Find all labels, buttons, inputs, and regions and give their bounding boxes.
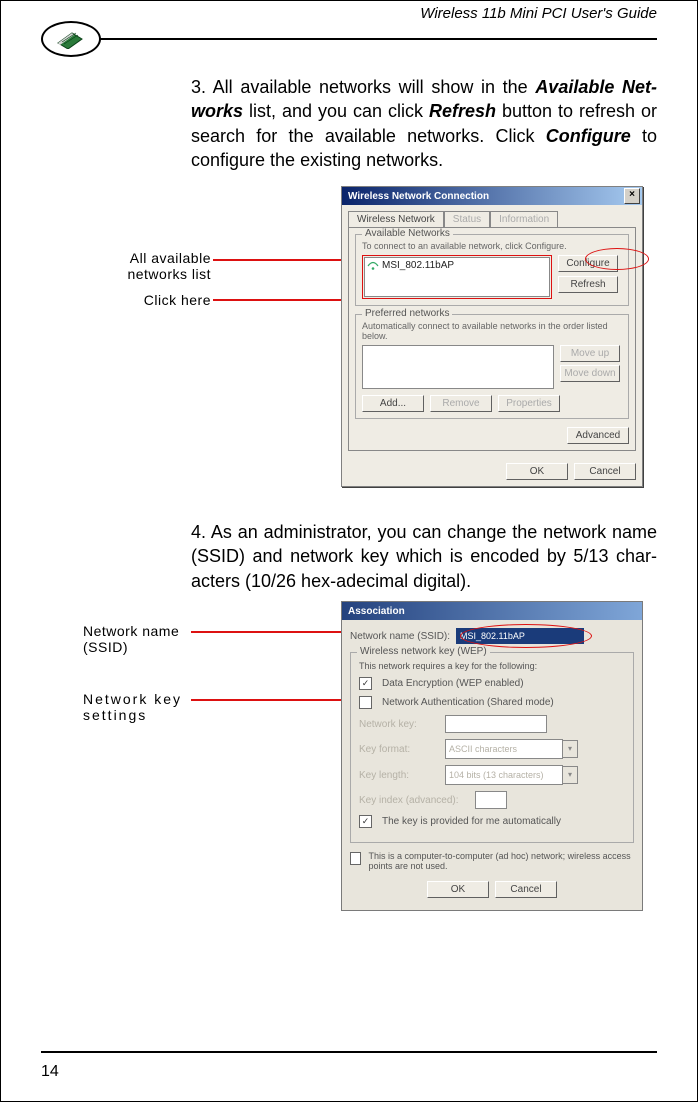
chk-adhoc[interactable] bbox=[350, 852, 361, 865]
title-text: Wireless Network Connection bbox=[348, 191, 489, 202]
keylen-row: Key length: 104 bits (13 characters) ▾ bbox=[359, 765, 625, 785]
adhoc-text: This is a computer-to-computer (ad hoc) … bbox=[369, 851, 635, 871]
preferred-label: Preferred networks bbox=[362, 308, 452, 319]
keyformat-combo[interactable]: ASCII characters ▾ bbox=[445, 739, 578, 759]
netkey-input[interactable] bbox=[445, 715, 547, 733]
network-item[interactable]: MSI_802.11bAP bbox=[367, 260, 547, 271]
t: 3. All available networks will show in t… bbox=[191, 77, 535, 97]
remove-button[interactable]: Remove bbox=[430, 395, 492, 412]
keyindex-input[interactable] bbox=[475, 791, 507, 809]
close-icon[interactable]: × bbox=[624, 188, 640, 204]
pref-bottom-buttons: Add... Remove Properties bbox=[362, 395, 622, 412]
tab-info[interactable]: Information bbox=[490, 211, 558, 227]
adhoc-note: This is a computer-to-computer (ad hoc) … bbox=[350, 851, 634, 871]
chk-data[interactable]: ✓ bbox=[359, 677, 372, 690]
cancel-button2[interactable]: Cancel bbox=[495, 881, 557, 898]
available-listbox[interactable]: MSI_802.11bAP bbox=[364, 257, 550, 297]
netkey-row: Network key: bbox=[359, 715, 625, 733]
chk-auto[interactable]: ✓ bbox=[359, 815, 372, 828]
t: Configure bbox=[546, 126, 631, 146]
callout-click: Click here bbox=[71, 292, 211, 308]
available-label: Available Networks bbox=[362, 228, 453, 239]
keylen-combo[interactable]: 104 bits (13 characters) ▾ bbox=[445, 765, 578, 785]
diagram1: All available networks list Click here W… bbox=[41, 186, 657, 496]
tab-status[interactable]: Status bbox=[444, 211, 490, 227]
header-title: Wireless 11b Mini PCI User's Guide bbox=[420, 5, 657, 22]
logo-icon bbox=[41, 21, 101, 57]
ssid-label: Network name (SSID): bbox=[350, 631, 450, 642]
wep-group: Wireless network key (WEP) This network … bbox=[350, 652, 634, 843]
keyindex-label: Key index (advanced): bbox=[359, 795, 469, 806]
chevron-down-icon[interactable]: ▾ bbox=[563, 740, 578, 758]
dialog-wireless-connection: Wireless Network Connection × Wireless N… bbox=[341, 186, 643, 487]
wep-hint: This network requires a key for the foll… bbox=[359, 661, 625, 671]
callout-key: Network key settings bbox=[83, 691, 223, 723]
preferred-fieldset: Preferred networks Automatically connect… bbox=[355, 314, 629, 419]
keylen-label: Key length: bbox=[359, 770, 439, 781]
chk-auth[interactable] bbox=[359, 696, 372, 709]
available-fieldset: Available Networks To connect to an avai… bbox=[355, 234, 629, 306]
keylen-value: 104 bits (13 characters) bbox=[445, 765, 563, 785]
title2-text: Association bbox=[348, 606, 405, 617]
step3-text: 3. All available networks will show in t… bbox=[191, 75, 657, 172]
ok-button2[interactable]: OK bbox=[427, 881, 489, 898]
red-oval-ssid bbox=[460, 624, 592, 648]
redline bbox=[191, 699, 365, 701]
page-number: 14 bbox=[41, 1063, 59, 1081]
advanced-button[interactable]: Advanced bbox=[567, 427, 629, 444]
header-rule bbox=[99, 38, 657, 40]
dialog2-body: Network name (SSID): MSI_802.11bAP Wirel… bbox=[342, 620, 642, 910]
chk-data-row: ✓ Data Encryption (WEP enabled) bbox=[359, 677, 625, 690]
footer-rule bbox=[41, 1051, 657, 1053]
callout-available: All available networks list bbox=[71, 250, 211, 282]
redbox-networks: MSI_802.11bAP bbox=[362, 255, 552, 299]
ok-button[interactable]: OK bbox=[506, 463, 568, 480]
chk-auto-label: The key is provided for me automatically bbox=[382, 816, 561, 827]
refresh-button[interactable]: Refresh bbox=[558, 276, 618, 293]
t: list, and you can click bbox=[243, 101, 429, 121]
titlebar2[interactable]: Association bbox=[342, 602, 642, 620]
tab-wireless[interactable]: Wireless Network bbox=[348, 211, 444, 227]
keyformat-row: Key format: ASCII characters ▾ bbox=[359, 739, 625, 759]
page: Wireless 11b Mini PCI User's Guide 3. Al… bbox=[0, 0, 698, 1102]
netkey-label: Network key: bbox=[359, 719, 439, 730]
chk-auth-label: Network Authentication (Shared mode) bbox=[382, 697, 554, 708]
preferred-listbox[interactable] bbox=[362, 345, 554, 389]
tabs: Wireless Network Status Information bbox=[348, 211, 636, 227]
dialog2-footer: OK Cancel bbox=[350, 871, 634, 902]
advanced-row: Advanced bbox=[355, 427, 629, 444]
chevron-down-icon[interactable]: ▾ bbox=[563, 766, 578, 784]
available-hint: To connect to an available network, clic… bbox=[362, 241, 622, 251]
keyformat-value: ASCII characters bbox=[445, 739, 563, 759]
callout-ssid: Network name (SSID) bbox=[83, 623, 223, 655]
dialog-association: Association Network name (SSID): MSI_802… bbox=[341, 601, 643, 911]
wifi-icon bbox=[367, 261, 379, 271]
preferred-hint: Automatically connect to available netwo… bbox=[362, 321, 622, 341]
movedown-button[interactable]: Move down bbox=[560, 365, 620, 382]
pref-sidebuttons: Move up Move down bbox=[560, 345, 620, 389]
wep-label: Wireless network key (WEP) bbox=[357, 646, 490, 657]
chk-data-label: Data Encryption (WEP enabled) bbox=[382, 678, 524, 689]
keyformat-label: Key format: bbox=[359, 744, 439, 755]
page-header: Wireless 11b Mini PCI User's Guide bbox=[41, 21, 657, 57]
step4-text: 4. As an administrator, you can change t… bbox=[191, 520, 657, 593]
properties-button[interactable]: Properties bbox=[498, 395, 560, 412]
dialog1-footer: OK Cancel bbox=[342, 457, 642, 486]
keyindex-row: Key index (advanced): bbox=[359, 791, 625, 809]
titlebar[interactable]: Wireless Network Connection × bbox=[342, 187, 642, 205]
chk-auto-row: ✓ The key is provided for me automatical… bbox=[359, 815, 625, 828]
network-label: MSI_802.11bAP bbox=[382, 260, 454, 271]
diagram2: Network name (SSID) Network key settings… bbox=[41, 601, 657, 931]
moveup-button[interactable]: Move up bbox=[560, 345, 620, 362]
chk-auth-row: Network Authentication (Shared mode) bbox=[359, 696, 625, 709]
add-button[interactable]: Add... bbox=[362, 395, 424, 412]
t: Refresh bbox=[429, 101, 496, 121]
cancel-button[interactable]: Cancel bbox=[574, 463, 636, 480]
